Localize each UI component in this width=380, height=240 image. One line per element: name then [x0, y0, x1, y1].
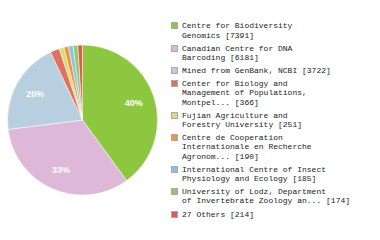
html-text:Fujian Agriculture and Forestr: Fujian Agriculture and Forestry Universi… [182, 110, 302, 129]
svg-text:20%: 20% [26, 89, 44, 99]
html-text:University of Lodz, Department: University of Lodz, Department of Invert… [182, 187, 350, 206]
html-text:Centre for Biodiversity Genomi: Centre for Biodiversity Genomics [7391] [182, 21, 293, 40]
html-text:Canadian Centre for DNA Barcod: Canadian Centre for DNA Barcoding [6181] [182, 43, 293, 62]
html-text:International Centre of Insect: International Centre of Insect Physiolog… [182, 164, 326, 183]
html-text:Center for Biology and Managem: Center for Biology and Management of Pop… [182, 79, 307, 107]
html-text:Centre de Cooperation Internat: Centre de Cooperation Internationale en … [182, 133, 312, 161]
svg-text:40%: 40% [125, 98, 143, 108]
html-text:Mined from GenBank, NCBI [3722: Mined from GenBank, NCBI [3722] [182, 66, 331, 76]
svg-text:33%: 33% [52, 165, 70, 175]
html-text:27 Others [214]: 27 Others [214] [182, 209, 254, 219]
